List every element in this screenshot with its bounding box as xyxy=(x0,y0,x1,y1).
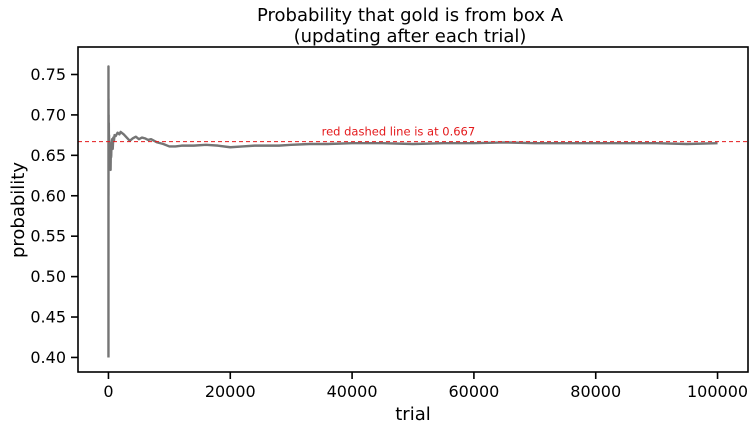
series-line xyxy=(107,65,718,358)
x-tick-label: 60000 xyxy=(448,382,499,401)
reference-line-label: red dashed line is at 0.667 xyxy=(322,125,476,139)
x-tick-label: 40000 xyxy=(327,382,378,401)
y-tick-label: 0.45 xyxy=(30,308,66,327)
chart-title: Probability that gold is from box A xyxy=(257,5,564,26)
x-tick-label: 0 xyxy=(103,382,113,401)
y-tick-label: 0.55 xyxy=(30,227,66,246)
axes-frame xyxy=(77,46,749,373)
y-tick-label: 0.50 xyxy=(30,267,66,286)
y-tick-label: 0.60 xyxy=(30,186,66,205)
x-tick-label: 20000 xyxy=(205,382,256,401)
chart-subtitle: (updating after each trial) xyxy=(294,26,527,47)
x-axis-label: trial xyxy=(395,404,431,425)
y-ticks: 0.40 0.45 0.50 0.55 0.60 0.65 0.70 0.75 xyxy=(30,65,78,367)
x-tick-label: 100000 xyxy=(687,382,748,401)
x-tick-label: 80000 xyxy=(570,382,621,401)
y-axis-label: probability xyxy=(8,162,29,258)
y-tick-label: 0.65 xyxy=(30,146,66,165)
x-ticks: 0 20000 40000 60000 80000 100000 xyxy=(103,372,748,401)
y-tick-label: 0.75 xyxy=(30,65,66,84)
plot-area: red dashed line is at 0.667 xyxy=(78,65,748,358)
y-tick-label: 0.70 xyxy=(30,105,66,124)
y-tick-label: 0.40 xyxy=(30,348,66,367)
